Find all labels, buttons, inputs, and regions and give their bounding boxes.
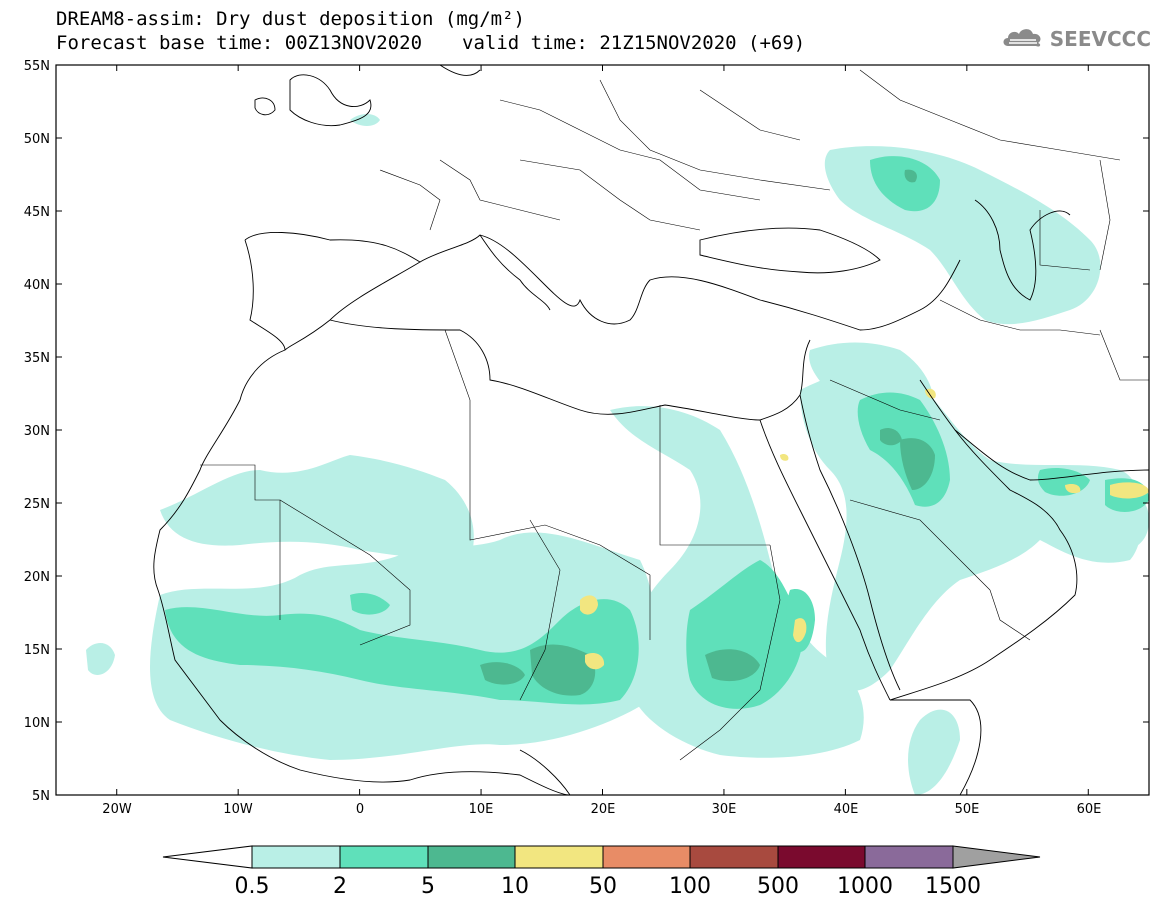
colorbar-swatch [602,845,691,869]
colorbar-label: 10 [501,874,529,899]
lon-label: 60E [1077,802,1102,817]
lon-label: 10E [469,802,494,817]
colorbar-swatch [689,845,779,869]
base-time: Forecast base time: 00Z13NOV2020 [56,32,423,54]
lon-label: 20W [102,802,132,817]
lon-label: 40E [834,802,859,817]
colorbar-label: 50 [589,874,617,899]
colorbar-label: 1000 [837,874,893,899]
colorbar-label: 100 [669,874,711,899]
political-borders [200,69,1149,761]
valid-time: valid time: 21Z15NOV2020 (+69) [462,32,806,54]
map-subtitle: Forecast base time: 00Z13NOV2020 valid ti… [56,32,805,54]
logo-text: SEEVCCC [1049,27,1151,51]
lat-label: 30N [24,424,50,439]
lat-label: 55N [24,59,50,74]
lat-label: 5N [32,789,50,804]
colorbar-swatch [251,845,341,869]
colorbar-under-arrow [162,845,253,869]
lat-label: 35N [24,351,50,366]
colorbar: 0.5 2 5 10 50 100 500 1000 1500 [162,845,1041,899]
colorbar-swatch [427,845,516,869]
map-frame [55,64,1150,796]
colorbar-swatch [339,845,429,869]
lat-label: 15N [24,643,50,658]
colorbar-label: 2 [333,874,347,899]
lat-label: 40N [24,278,50,293]
lon-label: 30E [712,802,737,817]
lat-label: 45N [24,205,50,220]
colorbar-swatch [514,845,604,869]
lat-label: 25N [24,497,50,512]
colorbar-label: 500 [757,874,799,899]
cloud-icon [1000,24,1046,54]
colorbar-label: 5 [421,874,435,899]
lat-label: 20N [24,570,50,585]
latitude-labels: 55N 50N 45N 40N 35N 30N 25N 20N 15N 10N … [24,59,50,804]
colorbar-label: 0.5 [235,874,270,899]
colorbar-over-arrow [952,845,1041,869]
dust-deposition-field [86,114,1149,795]
longitude-labels: 20W 10W 0 10E 20E 30E 40E 50E 60E [102,802,1101,817]
colorbar-label: 1500 [925,874,981,899]
deposition-5-10 [480,169,935,696]
coastlines [153,65,1149,795]
lat-label: 10N [24,716,50,731]
seevccc-logo: SEEVCCC [1000,24,1151,54]
lat-label: 50N [24,132,50,147]
colorbar-swatch [777,845,866,869]
lon-label: 0 [356,802,364,817]
lon-label: 50E [955,802,980,817]
lon-label: 10W [223,802,253,817]
colorbar-swatch [864,845,954,869]
map-title: DREAM8-assim: Dry dust deposition (mg/m²… [56,8,525,30]
lon-label: 20E [591,802,616,817]
